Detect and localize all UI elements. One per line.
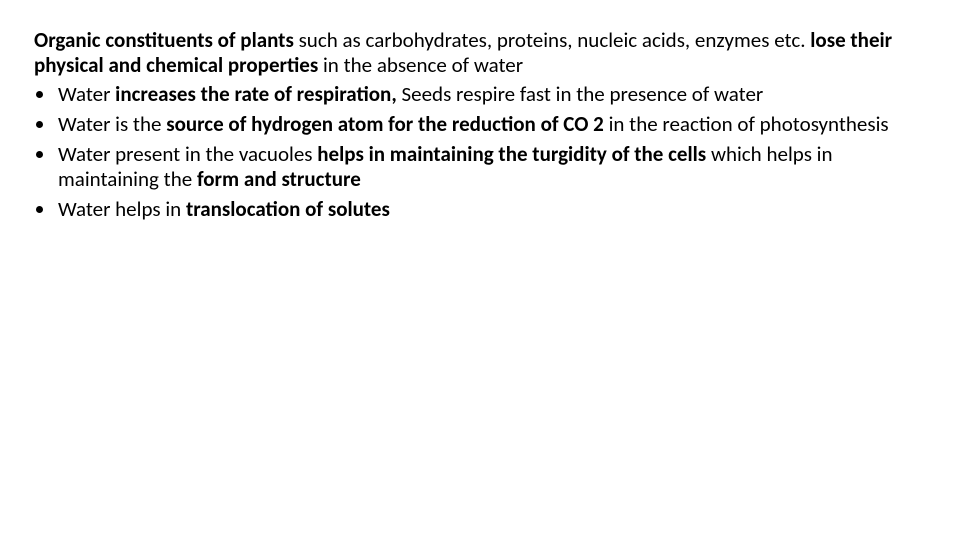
intro-paragraph: Organic constituents of plants such as c… — [34, 28, 926, 78]
list-item: Water helps in translocation of solutes — [56, 197, 926, 223]
bullet-list: Water increases the rate of respiration,… — [34, 82, 926, 222]
slide-body: Organic constituents of plants such as c… — [0, 0, 960, 540]
bullet-text-bold: increases the rate of respiration, — [115, 81, 401, 107]
intro-seg4: in the absence of water — [323, 52, 523, 78]
list-item: Water increases the rate of respiration,… — [56, 82, 926, 108]
bullet-text: Water helps in — [58, 196, 186, 222]
bullet-text-bold: translocation of solutes — [186, 196, 390, 222]
bullet-text-bold: form and structure — [197, 166, 361, 192]
bullet-text: Water is the — [58, 111, 166, 137]
bullet-text-bold: helps in maintaining the turgidity of th… — [317, 141, 711, 167]
intro-seg2: such as carbohydrates, proteins, nucleic… — [299, 27, 811, 53]
bullet-text: Seeds respire fast in the presence of wa… — [401, 81, 763, 107]
intro-seg1: Organic constituents of plants — [34, 27, 299, 53]
bullet-text-bold: source of hydrogen atom for the reductio… — [166, 111, 588, 137]
bullet-text-bold-sub: 2 — [588, 111, 608, 137]
bullet-text: in the reaction of photosynthesis — [609, 111, 889, 137]
bullet-text: Water — [58, 81, 115, 107]
bullet-text: Water present in the vacuoles — [58, 141, 317, 167]
list-item: Water is the source of hydrogen atom for… — [56, 112, 926, 138]
list-item: Water present in the vacuoles helps in m… — [56, 142, 926, 193]
